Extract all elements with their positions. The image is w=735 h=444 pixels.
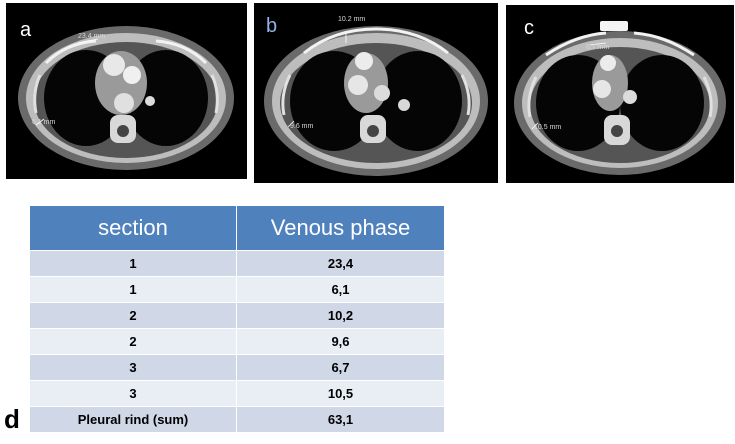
measurement-label: 23.4 mm bbox=[78, 33, 105, 40]
cell-venous-phase: 6,7 bbox=[236, 354, 444, 381]
measurement-label: 6.7 mm bbox=[586, 44, 610, 51]
cell-venous-phase: 9,6 bbox=[236, 328, 444, 355]
panel-letter-c: c bbox=[524, 17, 534, 39]
ct-panel-c: 6.7 mm 10.5 mm c bbox=[506, 5, 734, 183]
cell-section: 2 bbox=[30, 328, 237, 355]
table-row: 2 9,6 bbox=[30, 328, 444, 355]
cell-section: 3 bbox=[30, 380, 237, 407]
cell-section: 2 bbox=[30, 302, 237, 329]
cell-venous-phase: 6,1 bbox=[236, 276, 444, 303]
cell-venous-phase: 63,1 bbox=[236, 406, 444, 432]
table-row: 1 6,1 bbox=[30, 276, 444, 303]
cell-section: 1 bbox=[30, 250, 237, 277]
ct-scan-image-a: 23.4 mm 6.1 mm bbox=[18, 26, 234, 170]
cell-venous-phase: 10,5 bbox=[236, 380, 444, 407]
table-row: 2 10,2 bbox=[30, 302, 444, 329]
figure-label-d: d bbox=[4, 404, 20, 434]
cell-venous-phase: 23,4 bbox=[236, 250, 444, 277]
ct-scan-image-b: 10.2 mm 9.6 mm bbox=[264, 16, 488, 176]
column-header-venous-phase: Venous phase bbox=[236, 206, 444, 251]
measurement-label: 10.2 mm bbox=[338, 16, 365, 23]
column-header-section: section bbox=[30, 206, 237, 251]
ct-scan-image-c: 6.7 mm 10.5 mm bbox=[514, 21, 726, 175]
measurement-label: 10.5 mm bbox=[534, 124, 561, 131]
cell-section: 3 bbox=[30, 354, 237, 381]
ct-panel-a: 23.4 mm 6.1 mm a bbox=[6, 3, 247, 179]
ct-panel-b: 10.2 mm 9.6 mm b bbox=[254, 3, 498, 183]
table-row: 3 6,7 bbox=[30, 354, 444, 381]
venous-phase-table: section Venous phase 1 23,4 1 6,1 2 10,2… bbox=[30, 206, 444, 432]
measurement-label: 9.6 mm bbox=[290, 123, 314, 130]
table-row-total: Pleural rind (sum) 63,1 bbox=[30, 406, 444, 432]
panel-letter-a: a bbox=[20, 19, 32, 41]
table-header-row: section Venous phase bbox=[30, 206, 444, 251]
cell-venous-phase: 10,2 bbox=[236, 302, 444, 329]
cell-section: 1 bbox=[30, 276, 237, 303]
measurement-label: 6.1 mm bbox=[32, 119, 56, 126]
table-row: 3 10,5 bbox=[30, 380, 444, 407]
cell-section: Pleural rind (sum) bbox=[30, 406, 237, 432]
panel-letter-b: b bbox=[266, 15, 278, 37]
table-row: 1 23,4 bbox=[30, 250, 444, 277]
